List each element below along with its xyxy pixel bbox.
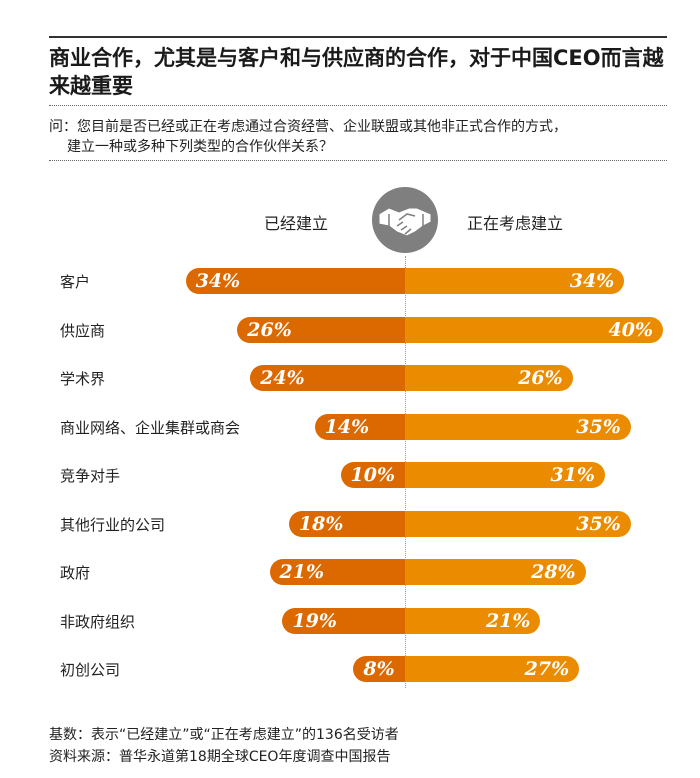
bar-considering: 40%: [405, 316, 663, 343]
handshake-icon-hands: [378, 207, 432, 237]
bar-considering: 31%: [405, 462, 605, 488]
bar-considering: 35%: [405, 510, 631, 537]
footnote-base: 基数：表示“已经建立”或“正在考虑建立”的136名受访者: [49, 727, 399, 743]
category-label: 商业网络、企业集群或商会: [60, 418, 241, 437]
bar-considering: 28%: [405, 559, 586, 585]
bar-considering: 26%: [405, 365, 573, 391]
bar-established: 26%: [237, 316, 405, 343]
bar-established: 14%: [314, 413, 405, 440]
top-rule: [49, 36, 667, 38]
bar-established: 24%: [250, 365, 405, 391]
category-label: 初创公司: [60, 661, 121, 679]
bar-considering: 34%: [405, 268, 625, 294]
bar-established: 21%: [269, 559, 405, 585]
bar-established: 8%: [353, 656, 405, 682]
survey-question: 问：您目前是否已经或正在考虑通过合资经营、企业联盟或其他非正式合作的方式， 建立…: [49, 117, 674, 157]
category-label: 学术界: [60, 370, 106, 388]
footer: 基数：表示“已经建立”或“正在考虑建立”的136名受访者 资料来源：普华永道第1…: [49, 724, 399, 768]
legend-considering: 正在考虑建立: [467, 214, 564, 233]
bar-established: 19%: [282, 607, 405, 634]
question-line-1: 问：您目前是否已经或正在考虑通过合资经营、企业联盟或其他非正式合作的方式，: [49, 119, 567, 135]
bar-considering: 21%: [405, 607, 541, 634]
footnote-source: 资料来源：普华永道第18期全球CEO年度调查中国报告: [49, 749, 391, 765]
question-line-2: 建立一种或多种下列类型的合作伙伴关系？: [67, 139, 333, 155]
category-label: 其他行业的公司: [60, 515, 166, 534]
question-divider: [49, 160, 667, 161]
bar-considering: 27%: [405, 656, 580, 682]
legend-established: 已经建立: [264, 214, 329, 233]
category-label: 供应商: [60, 321, 106, 340]
bar-established: 34%: [185, 268, 405, 294]
category-label: 非政府组织: [60, 612, 136, 631]
chart-title: 商业合作，尤其是与客户和与供应商的合作，对于中国CEO而言越来越重要: [49, 46, 664, 98]
category-label: 客户: [60, 273, 91, 291]
bar-established: 10%: [340, 462, 405, 488]
bar-established: 18%: [288, 510, 405, 537]
handshake-icon: [372, 187, 438, 253]
bar-considering: 35%: [405, 413, 631, 440]
category-label: 政府: [60, 564, 91, 582]
category-label: 竞争对手: [60, 467, 121, 485]
title-divider: [49, 105, 667, 106]
